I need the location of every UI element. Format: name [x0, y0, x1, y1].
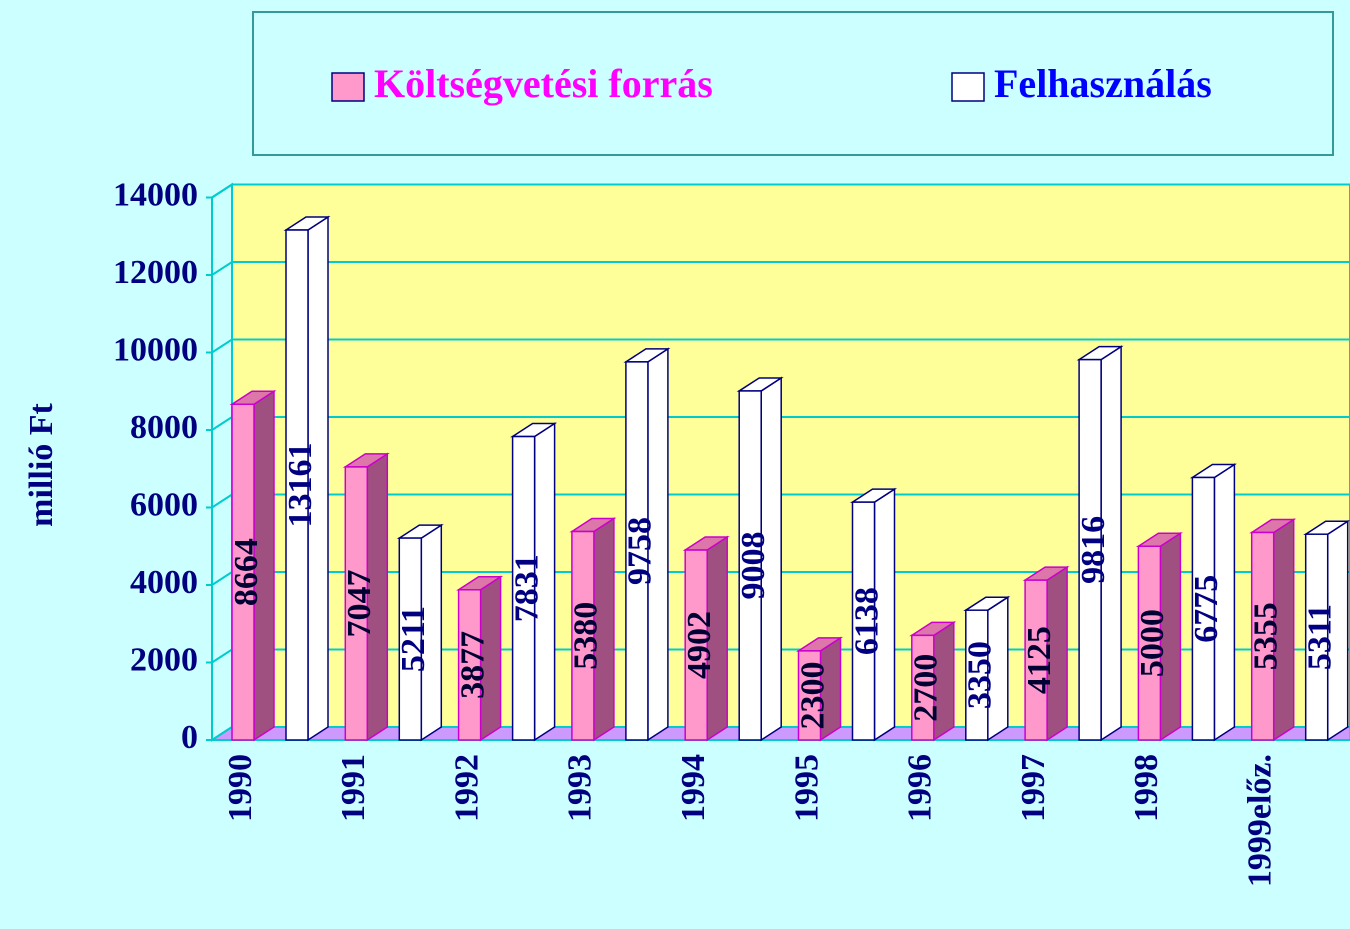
grid-line	[211, 183, 1350, 199]
bar-front	[625, 361, 649, 741]
bar-front	[851, 501, 876, 741]
y-tick-label: 14000	[113, 176, 198, 213]
bar	[1135, 531, 1183, 742]
y-tick-label: 6000	[130, 486, 198, 523]
bar	[1189, 463, 1237, 742]
y-tick-label: 10000	[113, 331, 198, 368]
bar-front	[911, 634, 935, 741]
bar	[1303, 519, 1350, 742]
bar-front	[738, 390, 762, 741]
legend-box	[252, 11, 1334, 156]
grid-line	[211, 338, 1350, 354]
data-label: 7831	[508, 554, 545, 622]
data-label: 5211	[395, 606, 432, 672]
bar-front	[398, 537, 423, 741]
bar	[682, 535, 730, 742]
bar	[229, 389, 277, 742]
bar	[1249, 518, 1297, 742]
bar-front	[1024, 579, 1048, 741]
data-label: 4902	[681, 611, 718, 679]
bar-front	[1250, 531, 1275, 741]
data-label: 9758	[622, 517, 659, 585]
y-tick-label: 12000	[113, 254, 198, 291]
data-label: 8664	[228, 538, 265, 606]
y-tick-label: 0	[181, 719, 198, 756]
data-label: 7047	[341, 569, 378, 637]
data-label: 6775	[1188, 575, 1225, 643]
bar	[456, 575, 504, 742]
x-tick-label: 1991	[335, 754, 372, 822]
bar	[909, 620, 957, 742]
data-label: 3350	[962, 641, 999, 709]
x-tick-label: 1999előz.	[1241, 754, 1278, 887]
data-label: 13161	[282, 443, 319, 528]
bar-front	[571, 530, 595, 741]
bar	[1076, 345, 1124, 742]
bar-front	[511, 435, 536, 741]
bar-front	[684, 549, 708, 741]
data-label: 2700	[908, 654, 945, 722]
bar	[569, 517, 617, 742]
grid-line	[211, 261, 1350, 276]
data-label: 6138	[848, 587, 885, 655]
bar	[849, 487, 898, 742]
x-tick-label: 1995	[788, 754, 825, 822]
bar	[795, 636, 844, 742]
bar	[342, 452, 390, 742]
bar-front	[457, 589, 482, 741]
x-tick-label: 1994	[675, 754, 712, 822]
bar-front	[1191, 476, 1216, 741]
x-tick-label: 1997	[1015, 754, 1052, 822]
data-label: 5380	[568, 602, 605, 670]
x-tick-label: 1996	[902, 754, 939, 822]
bar	[963, 595, 1011, 742]
bar	[396, 523, 444, 742]
data-label: 5355	[1247, 602, 1284, 670]
legend-label: Felhasználás	[994, 61, 1212, 106]
bar	[510, 422, 558, 742]
legend-label: Költségvetési forrás	[374, 61, 713, 106]
bar-front	[965, 609, 989, 741]
x-tick-label: 1993	[562, 754, 599, 822]
bar	[736, 376, 784, 742]
bar	[1022, 565, 1070, 742]
data-label: 5311	[1301, 604, 1338, 670]
bar-front	[285, 229, 309, 741]
data-label: 5000	[1134, 609, 1171, 677]
data-label: 9816	[1075, 516, 1112, 584]
y-tick-label: 4000	[130, 564, 198, 601]
legend-swatch	[331, 72, 365, 102]
data-label: 2300	[794, 661, 831, 729]
x-tick-label: 1998	[1128, 754, 1165, 822]
x-tick-label: 1990	[222, 754, 259, 822]
bar-front	[1304, 533, 1329, 741]
data-label: 9008	[735, 531, 772, 599]
legend-swatch	[951, 72, 985, 102]
bar-front	[1078, 358, 1102, 741]
bar-front	[344, 466, 369, 741]
bar	[283, 215, 331, 742]
data-label: 3877	[454, 631, 491, 699]
bar-front	[231, 403, 255, 741]
x-tick-label: 1992	[448, 754, 485, 822]
y-tick-label: 8000	[130, 409, 198, 446]
y-tick-label: 2000	[130, 641, 198, 678]
bar-front	[797, 650, 822, 741]
y-axis-title: millió Ft	[23, 402, 60, 526]
bar	[623, 347, 671, 742]
data-label: 4125	[1021, 626, 1058, 694]
bar-front	[1137, 545, 1162, 741]
